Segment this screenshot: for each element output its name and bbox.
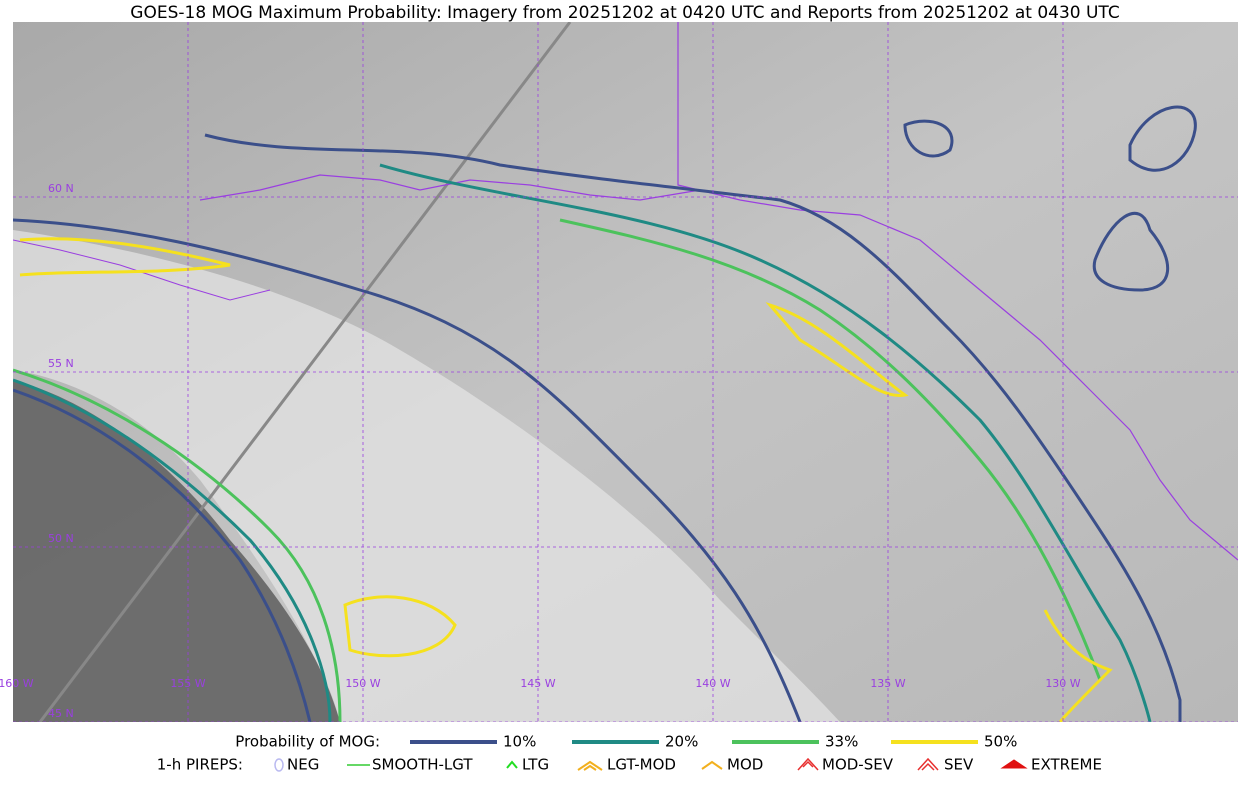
legend-item: NEG [287, 756, 319, 774]
legend-label: 1-h PIREPS: [157, 756, 243, 774]
lon-label: 145 W [520, 677, 555, 690]
contour-10 [903, 119, 954, 158]
icon-extreme [1000, 759, 1028, 769]
lat-label: 60 N [48, 182, 74, 195]
lat-label: 45 N [48, 707, 74, 720]
contour-33 [13, 368, 342, 722]
cloud-band [13, 230, 840, 722]
contours [13, 105, 1197, 722]
lon-label: 150 W [345, 677, 380, 690]
swath-edge [38, 22, 572, 722]
legend-item: 20% [665, 733, 698, 751]
legend-item: LTG [522, 756, 549, 774]
lat-label: 50 N [48, 532, 74, 545]
dark-ocean [13, 380, 340, 722]
lon-label: 140 W [695, 677, 730, 690]
icon-sev [917, 757, 939, 771]
title: GOES-18 MOG Maximum Probability: Imagery… [130, 3, 1119, 23]
icon-mod-sev [797, 757, 819, 771]
contour-33 [559, 218, 1102, 681]
lon-label: 130 W [1045, 677, 1080, 690]
contour-20 [13, 378, 332, 722]
icon-mod [701, 760, 723, 770]
contour-20 [379, 163, 1152, 722]
lon-label: 160 W [0, 677, 34, 690]
legend-item: MOD [727, 756, 763, 774]
legend-item: MOD-SEV [822, 756, 894, 774]
legend-item: 10% [503, 733, 536, 751]
legend-item: LGT-MOD [607, 756, 676, 774]
legend-item: EXTREME [1031, 756, 1102, 774]
contour-50 [343, 595, 457, 658]
lon-label: 135 W [870, 677, 905, 690]
legend-item: SEV [944, 756, 974, 774]
icon-lgt-mod [577, 760, 603, 771]
contour-50 [765, 302, 909, 398]
contour-50 [1043, 609, 1113, 722]
contour-10 [13, 218, 802, 722]
legend-item: 50% [984, 733, 1017, 751]
coastline [677, 22, 1238, 561]
coastline [199, 174, 701, 201]
legend: Probability of MOG: 10% 20% 33% 50% 1-h PIREP… [157, 733, 1102, 774]
contour-10 [204, 133, 1182, 722]
graticule-labels: 60 N 55 N 50 N 45 N 160 W 155 W 150 W 145 W 140 … [0, 182, 1081, 720]
legend-item: SMOOTH-LGT [372, 756, 473, 774]
legend-label: Probability of MOG: [235, 733, 380, 751]
coastline [13, 239, 271, 301]
contour-10 [1092, 211, 1170, 292]
map [13, 22, 1238, 722]
lon-label: 155 W [170, 677, 205, 690]
icon-neg [274, 758, 284, 772]
contour-50 [19, 237, 231, 277]
icon-ltg [506, 760, 518, 769]
legend-item: 33% [825, 733, 858, 751]
contour-10 [1128, 105, 1197, 172]
graticule [13, 22, 1238, 722]
lat-label: 55 N [48, 357, 74, 370]
